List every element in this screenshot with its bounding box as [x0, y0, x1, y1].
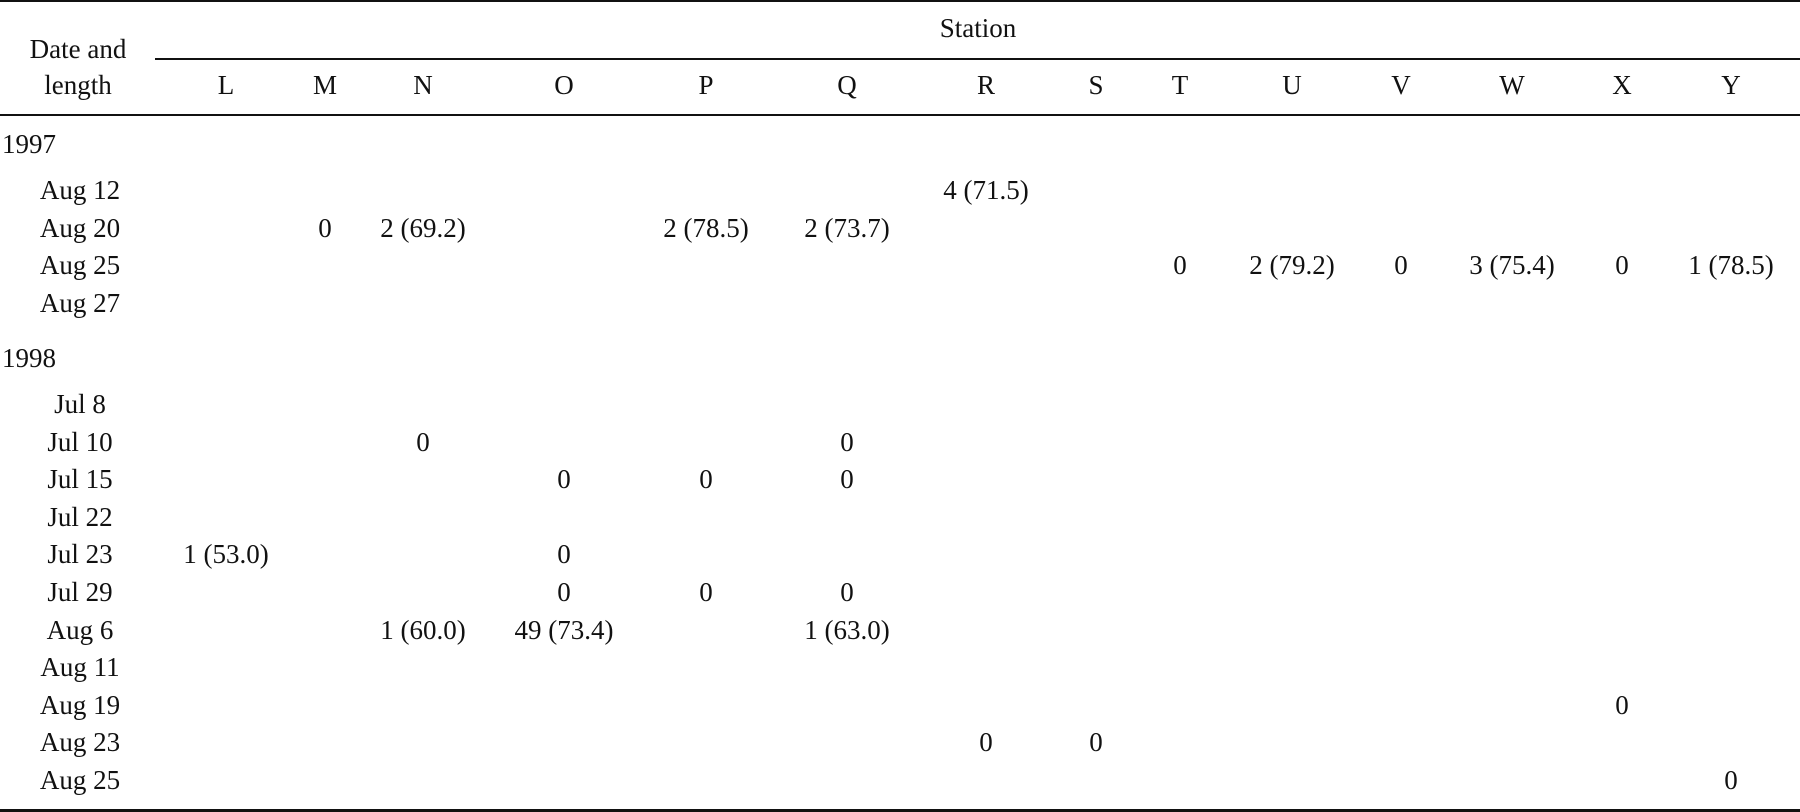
row-date: Jul 15	[47, 464, 113, 495]
row-date: Aug 27	[39, 287, 121, 318]
station-header-q: Q	[837, 70, 857, 100]
row-date: Jul 29	[47, 577, 113, 607]
station-header-y: Y	[1721, 70, 1741, 100]
table-cell-p: 0	[699, 577, 713, 607]
row-date: Jul 22	[47, 501, 113, 532]
table-cell-y: 0	[1724, 765, 1738, 795]
table-cell-q: 1 (63.0)	[804, 614, 890, 645]
station-header-s: S	[1088, 70, 1104, 100]
table-cell-u: 2 (79.2)	[1249, 250, 1335, 281]
row-date: Aug 11	[40, 652, 120, 683]
table-cell-q: 0	[840, 464, 854, 495]
table-cell-n: 0	[416, 426, 430, 457]
station-header-t: T	[1171, 70, 1189, 100]
header-bottom-rule	[0, 114, 1800, 116]
bottom-rule	[0, 809, 1800, 812]
stub-header-line1: Date and	[29, 34, 127, 64]
station-header-m: M	[312, 70, 338, 100]
row-date: Aug 19	[39, 689, 121, 720]
table-cell-x: 0	[1615, 250, 1629, 281]
table-cell-q: 0	[840, 426, 854, 457]
row-date: Jul 8	[54, 389, 106, 419]
table-cell-l: 1 (53.0)	[183, 539, 269, 570]
table-cell-p: 2 (78.5)	[663, 212, 749, 243]
table-cell-o: 0	[557, 539, 571, 570]
row-date: Aug 25	[39, 250, 121, 281]
station-header-l: L	[217, 70, 235, 100]
table-cell-x: 0	[1615, 689, 1629, 720]
station-header-u: U	[1282, 70, 1302, 100]
top-rule	[0, 0, 1800, 2]
row-date: Aug 6	[46, 614, 114, 645]
year-label: 1997	[2, 129, 56, 159]
table-cell-w: 3 (75.4)	[1469, 250, 1555, 281]
table-cell-y: 1 (78.5)	[1688, 250, 1774, 281]
row-date: Aug 25	[39, 765, 121, 795]
station-header-n: N	[413, 70, 433, 100]
row-date: Aug 20	[39, 212, 121, 243]
table-cell-o: 49 (73.4)	[514, 614, 614, 645]
table-cell-q: 2 (73.7)	[804, 212, 890, 243]
row-date: Aug 23	[39, 727, 121, 758]
station-header-v: V	[1391, 70, 1411, 100]
stub-header-line2: length	[44, 70, 112, 100]
table-cell-t: 0	[1173, 250, 1187, 281]
row-date: Jul 23	[47, 539, 113, 570]
station-header-o: O	[554, 70, 574, 100]
table-cell-v: 0	[1394, 250, 1408, 281]
station-header-x: X	[1612, 70, 1632, 100]
table-cell-o: 0	[557, 464, 571, 495]
table-cell-s: 0	[1089, 727, 1103, 758]
table-cell-n: 2 (69.2)	[380, 212, 466, 243]
station-header-w: W	[1499, 70, 1525, 100]
table-cell-m: 0	[318, 212, 332, 243]
table-cell-o: 0	[557, 577, 571, 607]
station-header-p: P	[698, 70, 714, 100]
table-cell-r: 4 (71.5)	[943, 175, 1029, 205]
station-header-r: R	[976, 70, 996, 100]
table-cell-q: 0	[840, 577, 854, 607]
spanner-rule	[155, 58, 1800, 60]
station-spanner: Station	[939, 13, 1017, 43]
table-cell-r: 0	[979, 727, 993, 758]
year-label: 1998	[2, 343, 56, 373]
table-cell-n: 1 (60.0)	[380, 614, 466, 645]
table-cell-p: 0	[699, 464, 713, 495]
row-date: Jul 10	[47, 426, 113, 457]
row-date: Aug 12	[39, 175, 121, 205]
